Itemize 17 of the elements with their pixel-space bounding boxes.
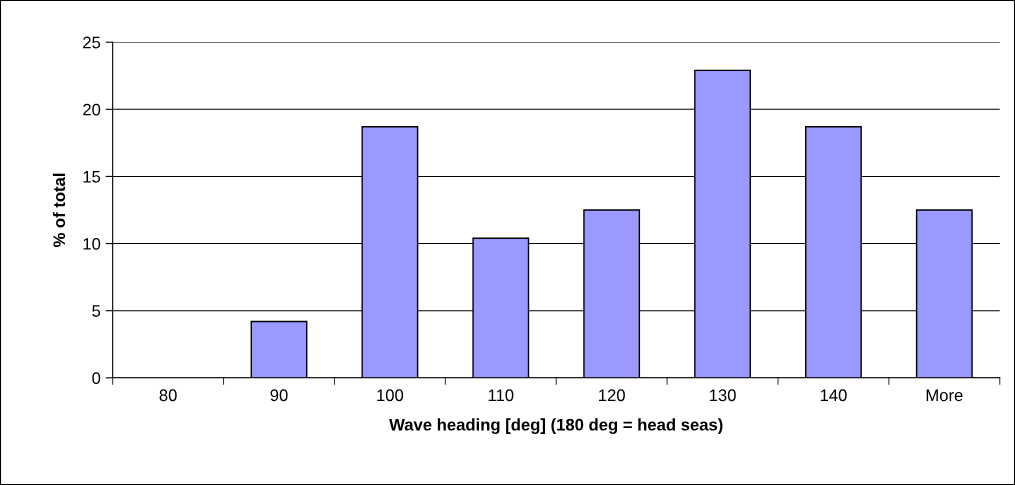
x-tick-label: 140 bbox=[820, 389, 847, 402]
x-tick-label: 100 bbox=[377, 389, 404, 402]
x-tick-label: More bbox=[926, 389, 963, 402]
bar bbox=[250, 320, 308, 378]
y-tick-label: 0 bbox=[92, 372, 101, 385]
y-tick-label: 15 bbox=[83, 171, 101, 183]
x-axis-title: Wave heading [deg] (180 deg = head seas) bbox=[389, 418, 723, 434]
y-tick-label: 5 bbox=[92, 305, 101, 317]
x-tick-label: 90 bbox=[270, 389, 288, 402]
y-axis-title: % of total bbox=[52, 173, 66, 248]
y-tick-label: 10 bbox=[83, 237, 101, 250]
y-tick-label: 20 bbox=[83, 103, 101, 116]
x-tick-label: 120 bbox=[599, 389, 625, 402]
y-tick-label: 25 bbox=[83, 36, 101, 49]
x-tick-label: 80 bbox=[159, 389, 177, 402]
x-tick-label: 110 bbox=[488, 389, 514, 402]
x-tick-label: 130 bbox=[709, 389, 736, 402]
